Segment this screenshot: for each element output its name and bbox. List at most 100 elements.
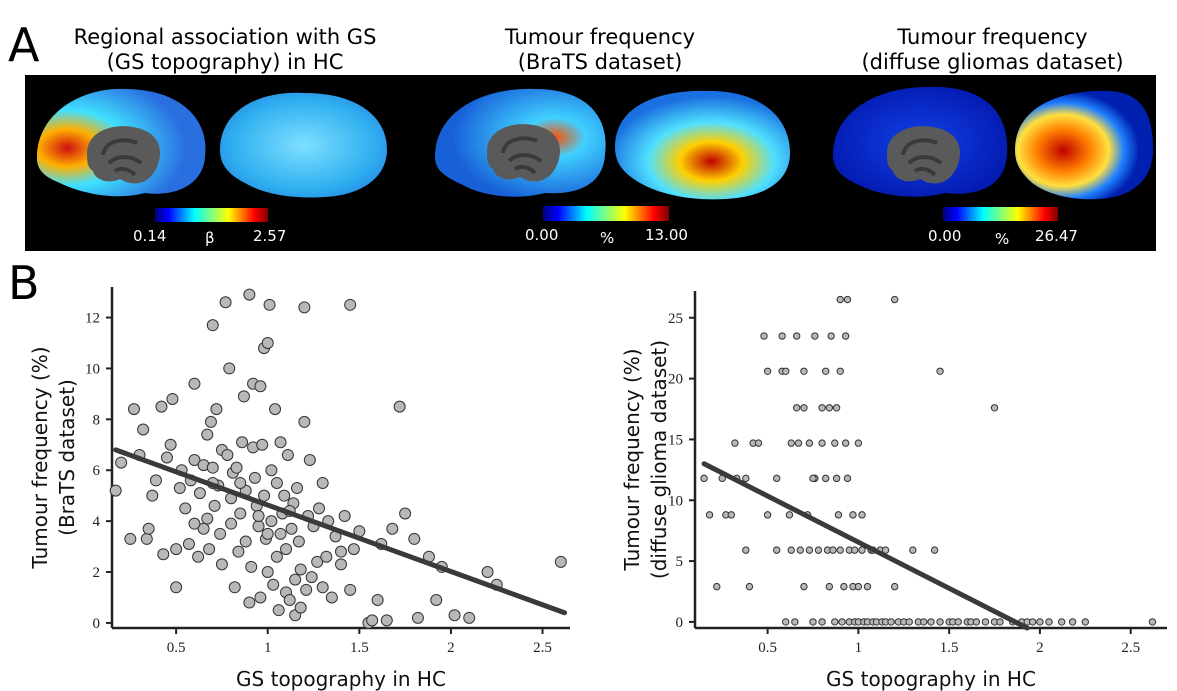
colorbar-glioma-symbol: % [995,230,1009,248]
data-point [305,571,318,584]
medial-wall-sulci [501,136,543,175]
data-point [430,594,443,607]
x-tick-label: 2.5 [533,640,552,656]
y-tick-label: 8 [93,412,101,428]
data-point [863,582,872,591]
data-point [760,332,768,340]
data-point [772,546,781,554]
data-point [843,295,852,304]
x-axis-label: GS topography in HC [236,667,446,691]
data-point [274,436,287,449]
y-tick-label: 10 [668,493,683,509]
data-point [188,377,201,390]
lateral-hemisphere-gs [220,92,387,198]
data-point [320,550,333,563]
data-point [164,438,177,451]
data-point [805,439,814,447]
data-point [115,456,128,469]
data-point [791,618,799,626]
data-point [849,511,857,519]
data-point [1068,618,1077,626]
data-point [818,404,826,412]
data-point [794,439,803,447]
y-tick-label: 5 [676,554,684,570]
data-point [210,403,223,416]
data-point [335,545,347,558]
data-point [1045,618,1053,626]
data-point [854,582,863,591]
data-point [1058,618,1066,626]
data-point [890,295,899,304]
data-point [303,454,316,467]
medial-wall [887,126,960,184]
gs-topography-brains [36,88,387,198]
colorbar-brats-min: 0.00 [525,226,558,244]
x-tick-label: 2 [447,640,455,656]
data-point [811,332,819,340]
data-point [930,546,939,554]
data-point [380,614,393,627]
data-point [261,336,274,349]
map-title-diffuse-gliomas: Tumour frequency (diffuse gliomas datase… [820,25,1165,75]
data-point [316,581,329,594]
data-point [232,545,245,558]
data-point [206,319,219,332]
brain-surface-maps: 0.14 β 2.57 0.00 % 13.00 0.00 % 26.47 [36,86,1153,248]
y-tick-label: 2 [93,565,101,581]
data-point [173,482,186,495]
data-point [785,511,794,519]
data-point [344,583,357,596]
data-point [822,367,830,375]
data-point [831,618,839,626]
data-point [188,517,201,530]
colorbar-glioma-max: 26.47 [1035,227,1078,245]
data-point [787,439,795,447]
data-point [782,618,790,626]
data-point [705,511,714,519]
y-tick-label: 6 [93,463,101,479]
data-point [805,546,814,554]
brain-map-strip: 0.14 β 2.57 0.00 % 13.00 0.00 % 26.47 [25,75,1156,251]
lateral-hemisphere-brats [615,90,790,200]
data-point [836,367,844,375]
data-point [1081,618,1090,626]
data-point [265,515,278,528]
data-point [219,296,232,309]
data-point [554,555,567,568]
data-point [298,415,311,428]
colorbar-glioma-min: 0.00 [928,227,961,245]
data-point [399,507,412,520]
y-tick-label: 10 [85,361,100,377]
data-point [236,436,249,449]
data-point [170,543,183,556]
data-point [742,546,750,554]
data-point [854,439,863,447]
data-point [252,510,265,523]
data-point [263,298,276,311]
data-point [283,594,296,607]
data-point [825,404,834,412]
data-point [792,404,801,412]
data-point [258,489,271,502]
data-point [166,392,179,405]
data-point [248,471,261,484]
data-point [261,527,274,540]
data-point [838,618,846,626]
data-point [285,522,298,535]
data-point [814,546,823,554]
data-point [215,558,228,571]
data-point [920,618,928,626]
data-point [344,298,357,311]
colorbar-gs-min: 0.14 [133,227,166,245]
data-point [188,454,201,467]
data-point [149,474,162,487]
data-point [858,511,866,519]
data-point [936,618,944,626]
data-point [230,461,243,474]
data-point [267,578,280,591]
data-point [386,522,399,535]
scatter-plot-diffuse-glioma: 0 5 10 15 20 25 0.5 1 1.5 2 2.5 GS topography in HC… [620,291,1167,691]
data-point [1036,618,1044,626]
lateral-hemisphere-glioma [1015,90,1153,200]
data-point [311,555,324,568]
